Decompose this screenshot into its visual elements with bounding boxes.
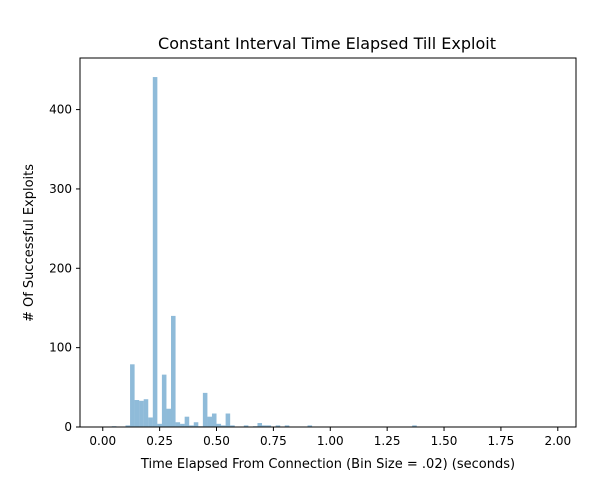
- histogram-bar: [207, 416, 212, 427]
- y-tick-label: 400: [49, 103, 72, 117]
- x-tick-label: 0.50: [203, 434, 230, 448]
- histogram-bar: [152, 77, 158, 427]
- histogram-bar: [202, 392, 208, 427]
- y-axis: 0 100 200 300 400: [49, 103, 80, 434]
- histogram-bar: [143, 399, 149, 427]
- histogram-bar: [284, 425, 290, 427]
- histogram-bar: [257, 423, 263, 427]
- histogram-bar: [243, 425, 249, 427]
- histogram-bar: [221, 425, 226, 427]
- x-tick-label: 0.00: [89, 434, 116, 448]
- x-tick-label: 0.75: [260, 434, 287, 448]
- chart-title: Constant Interval Time Elapsed Till Expl…: [158, 34, 496, 53]
- x-tick-label: 1.25: [374, 434, 401, 448]
- histogram-bar: [412, 425, 417, 427]
- histogram-bar: [180, 423, 185, 427]
- histogram-bars: [111, 77, 417, 427]
- x-axis-label: Time Elapsed From Connection (Bin Size =…: [140, 457, 515, 472]
- histogram-bar: [211, 413, 217, 427]
- x-tick-label: 2.00: [544, 434, 571, 448]
- histogram-bar: [148, 417, 153, 427]
- histogram-bar: [166, 408, 172, 427]
- histogram-bar: [275, 425, 281, 427]
- histogram-bar: [175, 422, 181, 427]
- histogram-bar: [139, 400, 144, 427]
- y-tick-label: 0: [64, 420, 72, 434]
- y-tick-label: 100: [49, 341, 72, 355]
- y-axis-label: # Of Successful Exploits: [22, 164, 37, 322]
- histogram-bar: [230, 425, 235, 427]
- x-tick-label: 1.75: [488, 434, 515, 448]
- x-tick-label: 1.50: [431, 434, 458, 448]
- histogram-bar: [130, 364, 135, 427]
- histogram-bar: [189, 425, 194, 427]
- histogram-bar: [157, 423, 162, 427]
- histogram-bar: [125, 425, 131, 427]
- histogram-bar: [266, 425, 272, 427]
- histogram-bar: [134, 400, 140, 427]
- x-tick-label: 0.25: [146, 434, 173, 448]
- x-axis: 0.00 0.25 0.50 0.75 1.00 1.25 1.50 1.75 2.00: [89, 427, 571, 448]
- plot-frame: [79, 57, 577, 428]
- histogram-bar: [161, 374, 167, 427]
- y-tick-label: 200: [49, 261, 72, 275]
- histogram-bar: [193, 422, 199, 427]
- histogram-bar: [225, 413, 231, 427]
- histogram-bar: [262, 425, 267, 427]
- y-tick-label: 300: [49, 182, 72, 196]
- histogram-bar: [171, 315, 176, 427]
- histogram-bar: [184, 416, 190, 427]
- histogram-bar: [307, 425, 313, 427]
- x-tick-label: 1.00: [317, 434, 344, 448]
- histogram-bar: [216, 423, 222, 427]
